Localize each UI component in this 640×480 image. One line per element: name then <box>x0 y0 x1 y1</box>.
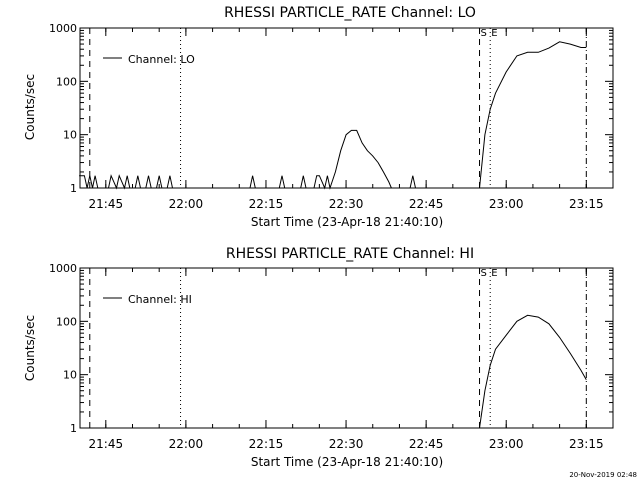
y-tick-label: 10 <box>63 369 77 382</box>
x-axis-label: Start Time (23-Apr-18 21:40:10) <box>251 215 443 229</box>
y-tick-label: 1000 <box>49 22 77 35</box>
x-tick-label: 21:45 <box>89 197 124 211</box>
y-tick-label: 100 <box>56 315 77 328</box>
x-tick-label: 23:00 <box>489 437 524 451</box>
y-tick-label: 10 <box>63 129 77 142</box>
x-tick-label: 22:30 <box>329 437 364 451</box>
hi-channel-panel: RHESSI PARTICLE_RATE Channel: HI Counts/… <box>23 246 614 469</box>
y-tick-label: 1000 <box>49 262 77 275</box>
x-tick-label: 22:15 <box>249 197 284 211</box>
series-line <box>479 314 587 429</box>
y-tick-label: 1 <box>70 182 77 195</box>
legend-label: Channel: HI <box>128 293 192 306</box>
y-tick-label: 1 <box>70 422 77 435</box>
x-tick-label: 22:45 <box>409 197 444 211</box>
event-marker-label: S <box>481 28 487 39</box>
x-tick-label: 22:00 <box>169 197 204 211</box>
y-tick-label: 100 <box>56 75 77 88</box>
footer-timestamp: 20-Nov-2019 02:48 <box>569 471 637 479</box>
x-tick-label: 22:00 <box>169 437 204 451</box>
y-axis-label: Counts/sec <box>23 315 37 381</box>
event-marker-label: S <box>481 268 487 279</box>
x-tick-label: 22:45 <box>409 437 444 451</box>
x-tick-label: 23:15 <box>569 437 604 451</box>
legend-label: Channel: LO <box>128 53 195 66</box>
lo-channel-panel: RHESSI PARTICLE_RATE Channel: LO Counts/… <box>23 5 614 229</box>
x-tick-label: 22:15 <box>249 437 284 451</box>
x-tick-label: 21:45 <box>89 437 124 451</box>
event-marker-label: E <box>491 28 497 39</box>
x-tick-label: 23:15 <box>569 197 604 211</box>
event-marker-label: E <box>491 268 497 279</box>
chart-title: RHESSI PARTICLE_RATE Channel: LO <box>224 5 476 21</box>
x-tick-label: 23:00 <box>489 197 524 211</box>
x-tick-label: 22:30 <box>329 197 364 211</box>
chart-title: RHESSI PARTICLE_RATE Channel: HI <box>226 246 474 262</box>
y-axis-label: Counts/sec <box>23 74 37 140</box>
x-axis-label: Start Time (23-Apr-18 21:40:10) <box>251 455 443 469</box>
series-line <box>79 41 587 190</box>
